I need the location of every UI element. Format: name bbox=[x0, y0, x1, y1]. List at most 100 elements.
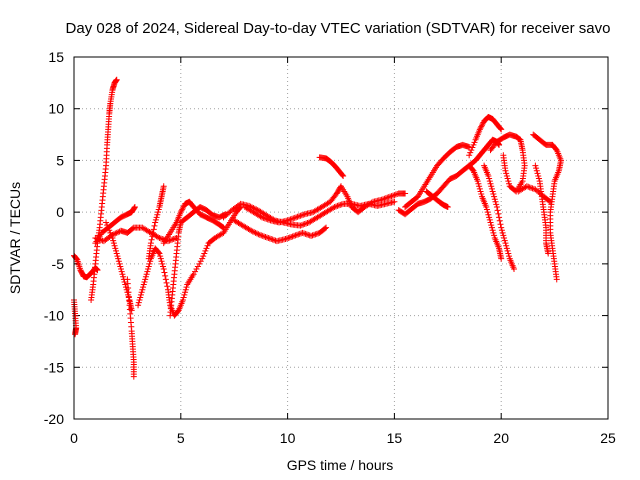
data-point bbox=[444, 203, 451, 210]
data-point bbox=[172, 235, 179, 242]
data-point bbox=[140, 281, 147, 288]
data-point bbox=[158, 258, 165, 265]
data-point bbox=[501, 235, 508, 241]
data-point bbox=[368, 199, 375, 206]
data-point bbox=[491, 196, 498, 203]
data-point bbox=[263, 215, 270, 222]
data-point bbox=[179, 297, 186, 304]
data-point bbox=[182, 289, 189, 296]
data-point bbox=[286, 234, 293, 241]
data-point bbox=[503, 245, 510, 252]
data-point bbox=[337, 201, 344, 208]
data-point bbox=[269, 236, 276, 243]
data-point bbox=[489, 227, 496, 234]
data-point bbox=[285, 235, 292, 241]
data-point bbox=[295, 213, 302, 220]
series-arc-11 bbox=[160, 198, 227, 247]
data-point bbox=[488, 185, 495, 192]
data-point bbox=[469, 166, 476, 173]
data-point bbox=[497, 221, 504, 228]
data-point bbox=[287, 216, 294, 223]
data-point bbox=[529, 185, 536, 192]
data-point bbox=[289, 233, 296, 240]
data-point bbox=[504, 175, 511, 182]
data-point bbox=[505, 178, 512, 185]
data-point bbox=[93, 235, 100, 242]
data-point bbox=[498, 227, 505, 234]
data-point bbox=[300, 221, 307, 228]
data-point bbox=[553, 146, 560, 153]
data-point bbox=[153, 214, 160, 221]
data-point bbox=[303, 231, 310, 238]
data-point bbox=[331, 203, 338, 210]
data-point bbox=[288, 215, 295, 222]
y-tick-label: 0 bbox=[56, 204, 64, 220]
data-point bbox=[202, 247, 209, 254]
data-point bbox=[136, 297, 143, 304]
data-point bbox=[476, 126, 483, 133]
data-point bbox=[108, 232, 115, 239]
series-arc-16 bbox=[402, 141, 473, 210]
data-point bbox=[155, 234, 162, 241]
data-point bbox=[505, 250, 512, 257]
data-point bbox=[302, 230, 309, 237]
data-point bbox=[506, 180, 513, 187]
data-point bbox=[104, 222, 111, 229]
x-tick-label: 20 bbox=[493, 430, 509, 446]
data-point bbox=[147, 240, 154, 247]
data-point bbox=[157, 255, 164, 262]
data-point bbox=[113, 250, 120, 257]
data-point bbox=[140, 284, 147, 291]
data-point bbox=[511, 266, 518, 273]
data-point bbox=[121, 278, 128, 285]
series-arc-13 bbox=[231, 217, 330, 245]
data-point bbox=[160, 183, 167, 190]
data-point bbox=[293, 231, 300, 238]
data-point bbox=[120, 273, 127, 280]
data-point bbox=[193, 266, 200, 273]
data-point bbox=[199, 255, 206, 262]
data-point bbox=[131, 204, 138, 211]
data-point bbox=[388, 193, 395, 200]
data-point bbox=[310, 231, 317, 238]
data-point bbox=[497, 125, 504, 132]
data-point bbox=[180, 294, 187, 301]
data-point bbox=[338, 201, 345, 208]
data-point bbox=[495, 210, 502, 217]
data-point bbox=[389, 192, 396, 199]
data-point bbox=[506, 183, 513, 190]
series-arc-19 bbox=[466, 113, 505, 159]
chart-title: Day 028 of 2024, Sidereal Day-to-day VTE… bbox=[66, 20, 611, 37]
data-point bbox=[312, 231, 319, 238]
data-point bbox=[259, 232, 266, 239]
data-point bbox=[392, 191, 399, 198]
data-point bbox=[181, 291, 188, 298]
data-point bbox=[151, 222, 158, 229]
data-point bbox=[204, 242, 211, 249]
data-point bbox=[194, 263, 201, 270]
data-point bbox=[163, 279, 170, 286]
data-point bbox=[154, 211, 161, 218]
data-point bbox=[179, 205, 186, 212]
data-point bbox=[293, 214, 300, 221]
x-tick-labels: 0 5 10 15 20 25 bbox=[70, 430, 616, 446]
data-point bbox=[533, 167, 540, 174]
data-point bbox=[486, 178, 493, 185]
data-point bbox=[491, 193, 498, 200]
data-point bbox=[106, 227, 113, 234]
x-tick-label: 5 bbox=[177, 430, 185, 446]
data-point bbox=[159, 260, 166, 267]
data-point bbox=[161, 269, 168, 276]
data-point bbox=[391, 198, 398, 205]
data-point bbox=[291, 232, 298, 239]
data-point bbox=[296, 230, 303, 237]
data-point bbox=[261, 215, 268, 222]
data-point bbox=[545, 250, 552, 257]
data-point bbox=[249, 228, 256, 235]
data-point bbox=[402, 190, 409, 197]
data-point bbox=[177, 209, 184, 216]
data-point bbox=[500, 232, 507, 239]
data-point bbox=[179, 206, 186, 213]
data-point bbox=[503, 242, 510, 249]
